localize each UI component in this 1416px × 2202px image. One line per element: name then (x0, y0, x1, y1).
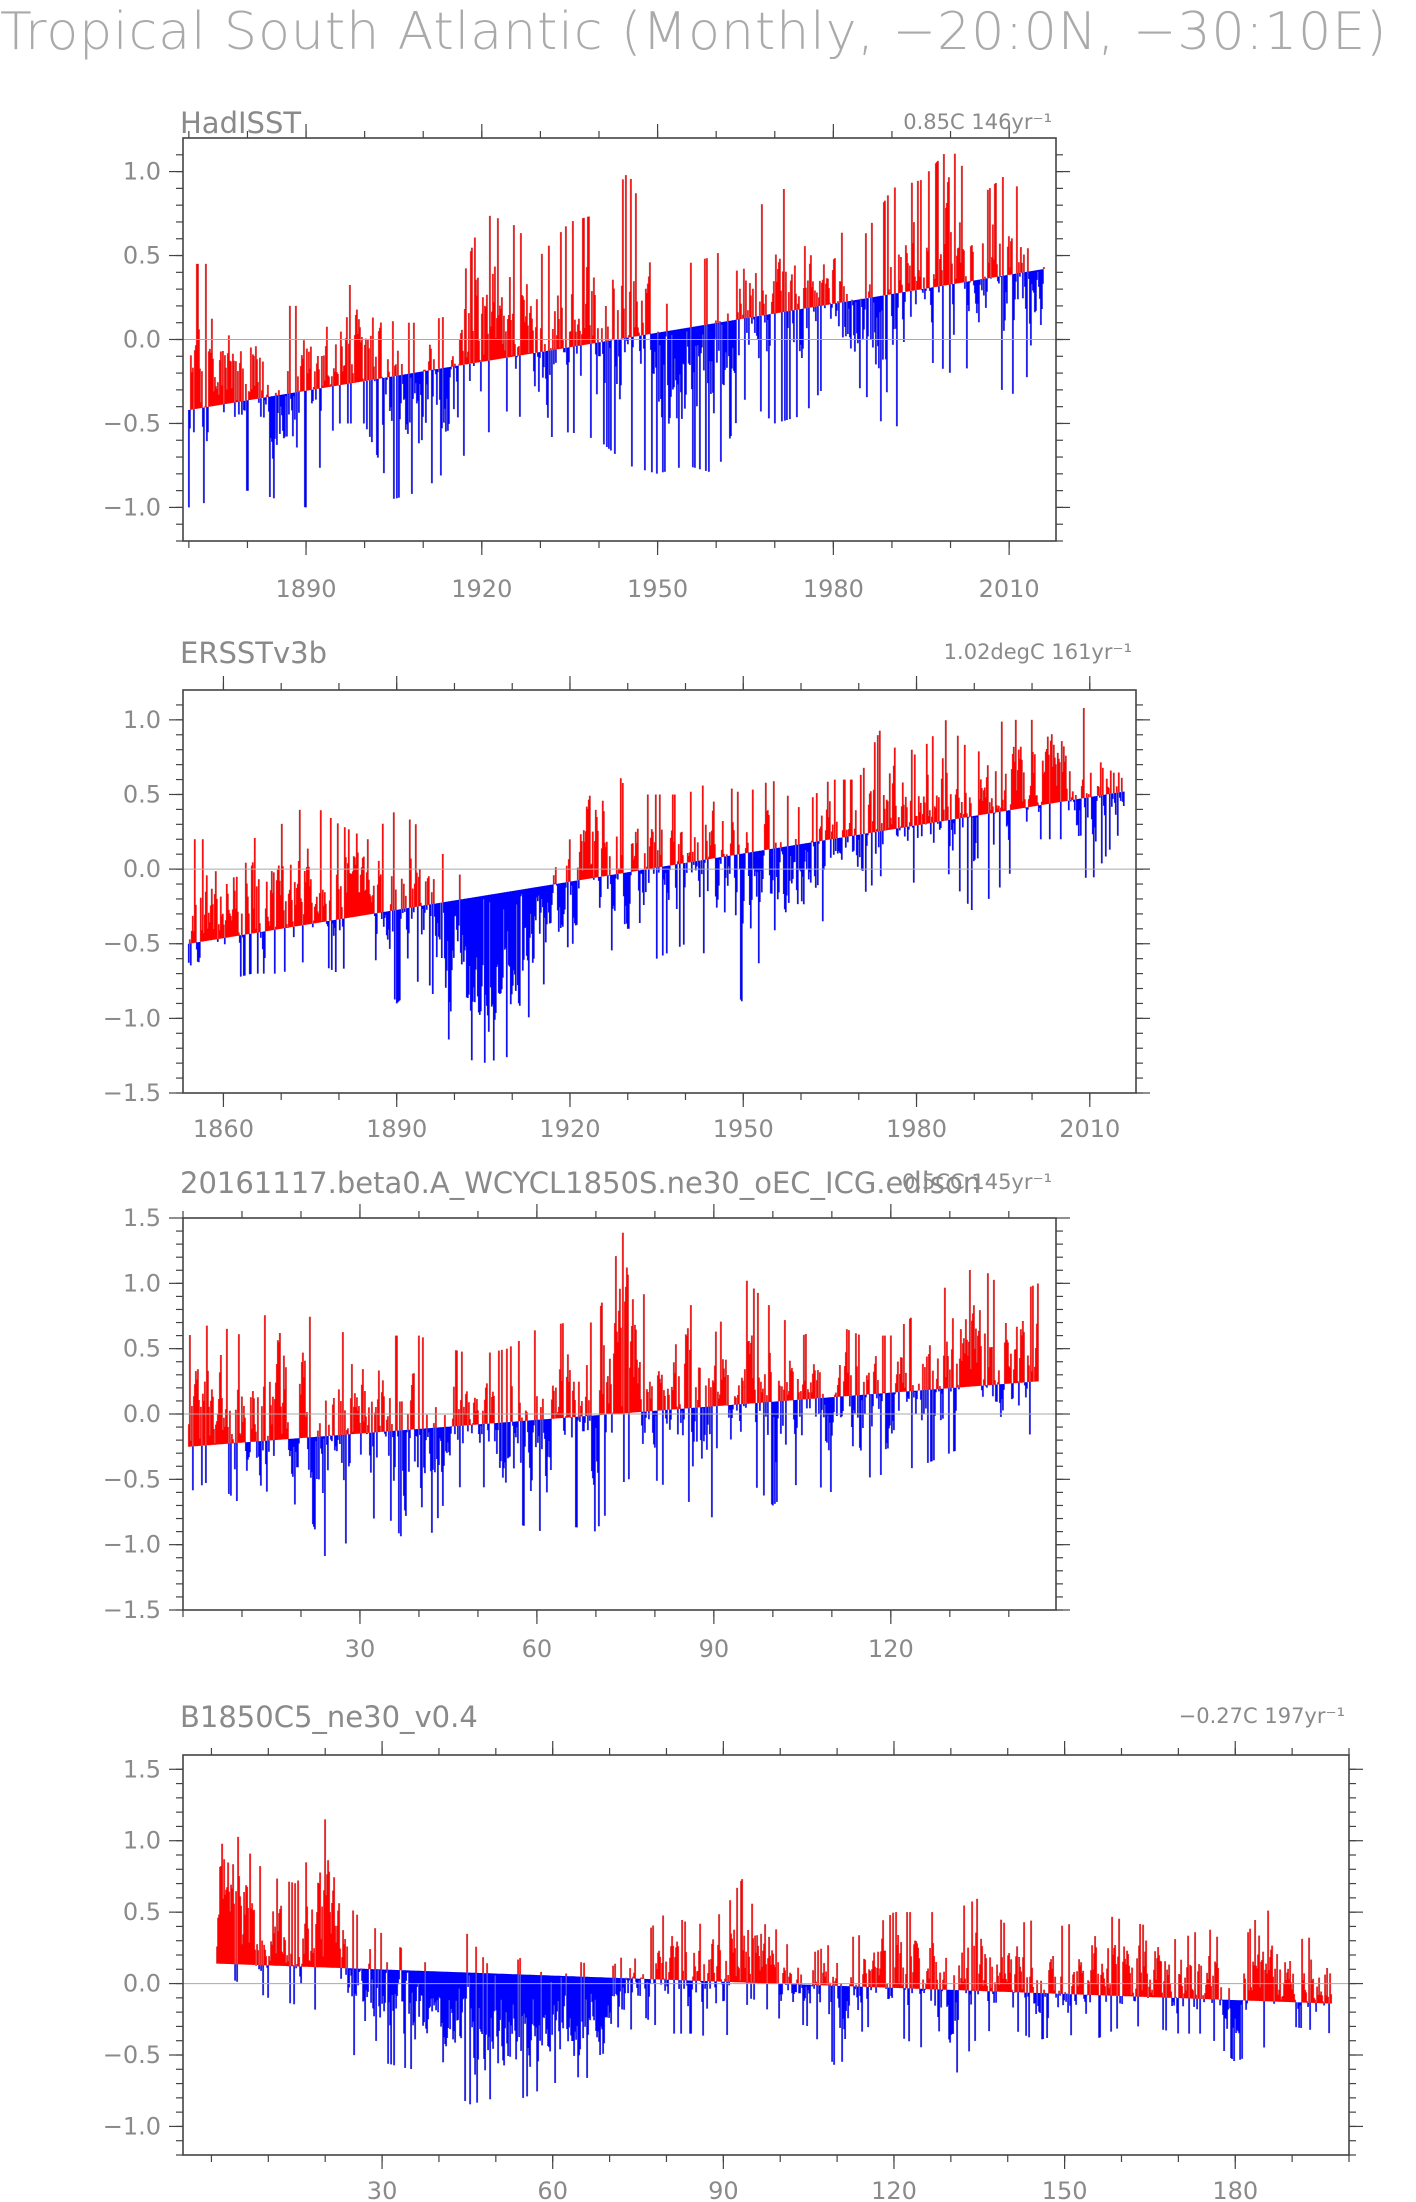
y-tick-label: 0.0 (123, 1970, 161, 1998)
x-tick-label: 60 (537, 2177, 568, 2202)
x-tick-label: 180 (1212, 2177, 1258, 2202)
y-tick-label: 0.0 (123, 855, 161, 883)
series-below-trend (188, 269, 1044, 508)
panel-title: B1850C5_ne30_v0.4 (180, 1700, 478, 1734)
x-tick-label: 1950 (713, 1115, 774, 1143)
x-tick-label: 30 (345, 1635, 376, 1663)
series-below-trend (188, 791, 1125, 1063)
x-tick-label: 1950 (627, 575, 688, 603)
x-tick-label: 1890 (276, 575, 337, 603)
y-tick-label: −1.5 (103, 1079, 161, 1107)
x-tick-label: 90 (708, 2177, 739, 2202)
y-tick-label: −1.0 (103, 1531, 161, 1559)
x-tick-label: 1980 (886, 1115, 947, 1143)
y-tick-label: 0.0 (123, 1400, 161, 1428)
panel-title: 20161117.beta0.A_WCYCL1850S.ne30_oEC_ICG… (180, 1166, 981, 1200)
series-outline (187, 153, 1045, 508)
panel-title: ERSSTv3b (180, 636, 327, 670)
trend-label: 1.02degC 161yr⁻¹ (944, 640, 1132, 664)
y-tick-label: 1.0 (123, 1827, 161, 1855)
chart-panel-3: −1.5 −1.0 −0.5 0.0 0.5 1.0 1.5 30 60 90 120 2016111… (103, 1166, 1070, 1663)
x-tick-label: 1920 (539, 1115, 600, 1143)
y-tick-label: −0.5 (103, 1465, 161, 1493)
x-tick-label: 2010 (1059, 1115, 1120, 1143)
x-tick-label: 30 (367, 2177, 398, 2202)
y-tick-label: −0.5 (103, 2041, 161, 2069)
chart-panel-2: −1.5 −1.0 −0.5 0.0 0.5 1.0 1860 1890 1920 1950 198… (103, 636, 1150, 1143)
trend-label: 0.5CC 145yr⁻¹ (902, 1170, 1052, 1194)
x-tick-label: 120 (871, 2177, 917, 2202)
x-tick-label: 1890 (366, 1115, 427, 1143)
series-above-trend (188, 1232, 1039, 1447)
series-below-trend (192, 1381, 1035, 1556)
x-tick-label: 90 (699, 1635, 730, 1663)
anomaly-series (216, 1819, 1333, 2105)
page-title: Tropical South Atlantic (Monthly, −20:0N… (0, 2, 1388, 62)
y-tick-label: 1.0 (123, 158, 161, 186)
chart-panel-1: −1.0 −0.5 0.0 0.5 1.0 1890 1920 1950 1980 2010 Had… (103, 106, 1070, 603)
trend-label: −0.27C 197yr⁻¹ (1179, 1704, 1345, 1728)
y-tick-label: −1.0 (103, 493, 161, 521)
y-tick-label: 1.0 (123, 1269, 161, 1297)
y-tick-label: 1.5 (123, 1755, 161, 1783)
y-tick-label: 0.0 (123, 326, 161, 354)
y-tick-label: 0.5 (123, 242, 161, 270)
series-above-trend (189, 708, 1123, 944)
x-tick-label: 60 (522, 1635, 553, 1663)
x-tick-label: 2010 (979, 575, 1040, 603)
y-tick-label: −1.0 (103, 1004, 161, 1032)
anomaly-series (187, 708, 1125, 1063)
y-tick-label: 1.0 (123, 706, 161, 734)
chart-panel-4: −1.0 −0.5 0.0 0.5 1.0 1.5 30 60 90 120 150 180 B1850… (103, 1700, 1363, 2202)
y-tick-label: −1.5 (103, 1596, 161, 1624)
panel-title: HadISST (180, 106, 301, 140)
anomaly-series (187, 1232, 1039, 1556)
y-tick-label: −0.5 (103, 930, 161, 958)
plot-frame (182, 689, 1137, 1094)
x-tick-label: 150 (1042, 2177, 1088, 2202)
x-tick-label: 1860 (193, 1115, 254, 1143)
y-tick-label: 0.5 (123, 780, 161, 808)
y-tick-label: −1.0 (103, 2112, 161, 2140)
x-tick-label: 120 (868, 1635, 914, 1663)
y-tick-label: 1.5 (123, 1204, 161, 1232)
trend-label: 0.85C 146yr⁻¹ (903, 110, 1052, 134)
y-tick-label: −0.5 (103, 409, 161, 437)
x-tick-label: 1920 (451, 575, 512, 603)
y-tick-label: 0.5 (123, 1898, 161, 1926)
anomaly-series (187, 153, 1045, 508)
series-below-trend (234, 1964, 1330, 2105)
series-outline (216, 1819, 1333, 2105)
y-tick-label: 0.5 (123, 1335, 161, 1363)
x-tick-label: 1980 (803, 575, 864, 603)
series-above-trend (216, 1819, 1332, 2004)
series-above-trend (190, 153, 1045, 410)
